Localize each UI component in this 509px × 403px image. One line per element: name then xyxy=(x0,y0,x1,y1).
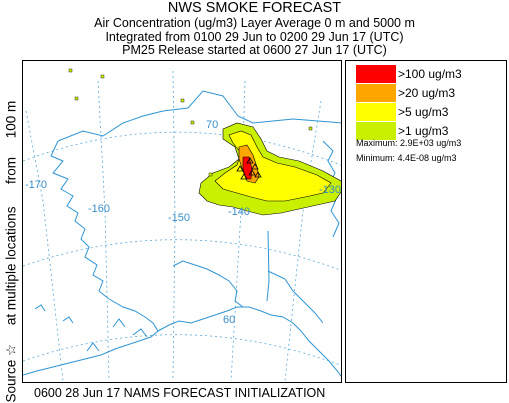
minimum-value: Minimum: 4.4E-08 ug/m3 xyxy=(356,153,457,163)
from-text: from xyxy=(3,157,19,184)
legend-item-gt20: >20 ug/m3 xyxy=(356,84,455,102)
source-markers xyxy=(236,157,262,180)
source-star-icon: ☆ xyxy=(3,343,19,356)
latitude-label-70: 70 xyxy=(206,119,218,131)
legend-label-gt1: >1 ug/m3 xyxy=(398,124,449,138)
legend-item-gt1: >1 ug/m3 xyxy=(356,122,448,140)
parallel-60 xyxy=(23,239,341,271)
legend-item-gt100: >100 ug/m3 xyxy=(356,65,462,83)
meridian-150 xyxy=(172,70,176,382)
land-outline xyxy=(23,90,341,377)
parallel-50 xyxy=(23,334,341,366)
meridian-170 xyxy=(25,110,64,382)
legend-swatch-gt1 xyxy=(356,122,396,140)
source-word: Source xyxy=(3,359,19,403)
forecast-title: NWS SMOKE FORECAST xyxy=(167,0,342,16)
release-start: PM25 Release started at 0600 27 Jun 17 (… xyxy=(122,43,387,57)
source-location-label: Source ☆ at multiple locations from 100 … xyxy=(3,48,21,403)
release-height: 100 m xyxy=(3,100,19,139)
longitude-label-140: -140 xyxy=(228,206,250,218)
concentration-description: Air Concentration (ug/m3) Layer Average … xyxy=(94,16,415,30)
longitude-label-160: -160 xyxy=(88,203,110,215)
forecast-initialization: 0600 28 Jun 17 NAMS FORECAST INITIALIZAT… xyxy=(34,386,326,400)
longitude-label-150: -150 xyxy=(168,212,190,224)
integration-period: Integrated from 0100 29 Jun to 0200 29 J… xyxy=(105,30,404,44)
legend-swatch-gt100 xyxy=(356,65,396,83)
legend-label-gt5: >5 ug/m3 xyxy=(398,105,449,119)
scattered-patches xyxy=(68,68,313,177)
longitude-label-170: -170 xyxy=(25,179,47,191)
legend-label-gt20: >20 ug/m3 xyxy=(398,86,456,100)
legend-panel: >100 ug/m3 >20 ug/m3 >5 ug/m3 >1 ug/m3 M… xyxy=(345,60,507,383)
meridian-160 xyxy=(97,80,110,382)
maximum-value: Maximum: 2.9E+03 ug/m3 xyxy=(356,138,462,148)
legend-item-gt5: >5 ug/m3 xyxy=(356,103,448,121)
map-panel: -170 -160 -150 -140 -130 70 60 xyxy=(22,60,342,383)
smoke-plume xyxy=(198,122,341,216)
map-svg: -170 -160 -150 -140 -130 70 60 xyxy=(23,68,341,382)
multiple-locations-text: at multiple locations xyxy=(3,206,19,326)
legend-label-gt100: >100 ug/m3 xyxy=(398,67,462,81)
legend-swatch-gt20 xyxy=(356,84,396,102)
meridian-130 xyxy=(284,100,322,382)
latitude-label-60: 60 xyxy=(223,314,235,326)
legend-swatch-gt5 xyxy=(356,103,396,121)
graticule xyxy=(23,70,341,382)
meridian-140 xyxy=(230,80,246,382)
longitude-label-130: -130 xyxy=(319,184,341,196)
